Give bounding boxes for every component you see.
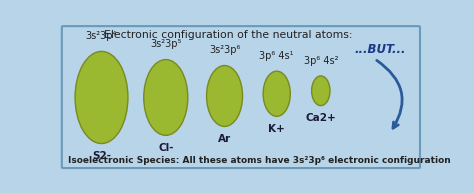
Text: K+: K+ — [268, 124, 285, 134]
Ellipse shape — [311, 76, 330, 106]
Text: Isoelectronic Species: All these atoms have 3s²3p⁶ electronic configuration: Isoelectronic Species: All these atoms h… — [68, 156, 451, 165]
Text: Electronic configuration of the neutral atoms:: Electronic configuration of the neutral … — [104, 30, 353, 40]
Text: 3s²3p⁵: 3s²3p⁵ — [150, 39, 182, 49]
Ellipse shape — [75, 51, 128, 144]
Text: 3p⁶ 4s¹: 3p⁶ 4s¹ — [259, 51, 294, 61]
Ellipse shape — [207, 65, 243, 126]
Text: ...BUT...: ...BUT... — [355, 43, 406, 56]
Text: Ar: Ar — [218, 134, 231, 144]
Text: Ca2+: Ca2+ — [305, 113, 336, 123]
Text: Cl-: Cl- — [158, 143, 173, 153]
Ellipse shape — [144, 60, 188, 135]
Text: 3s²3p⁶: 3s²3p⁶ — [209, 45, 240, 55]
Text: 3s²3p⁴: 3s²3p⁴ — [86, 31, 117, 41]
Ellipse shape — [263, 71, 290, 116]
FancyBboxPatch shape — [62, 26, 420, 168]
Text: S2-: S2- — [92, 151, 111, 161]
Text: 3p⁶ 4s²: 3p⁶ 4s² — [303, 56, 338, 65]
